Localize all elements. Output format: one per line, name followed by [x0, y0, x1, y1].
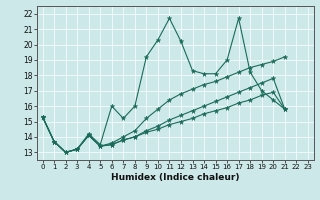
- X-axis label: Humidex (Indice chaleur): Humidex (Indice chaleur): [111, 173, 239, 182]
